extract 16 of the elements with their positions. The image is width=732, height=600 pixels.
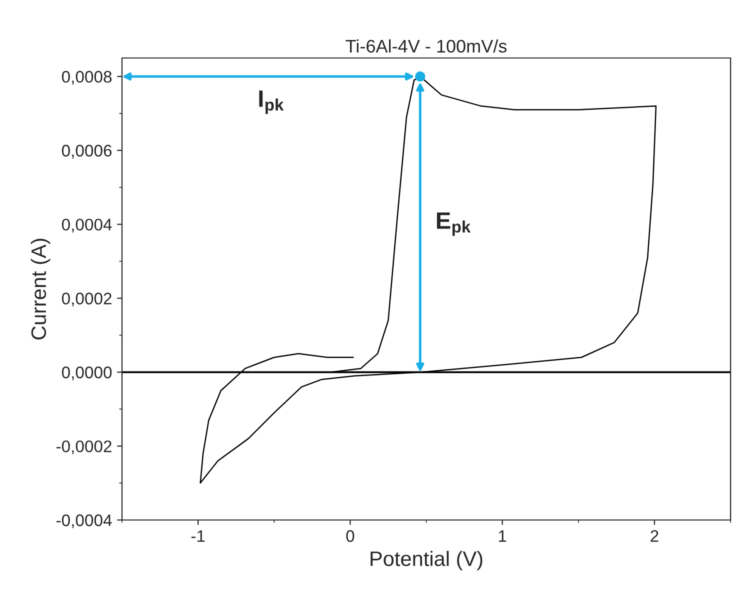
x-tick-label: 0	[346, 530, 354, 542]
y-axis-title: Current (A)	[30, 238, 50, 340]
x-axis-title: Potential (V)	[370, 550, 482, 570]
y-tick-label: 0,0006	[62, 144, 112, 159]
y-tick-label: 0,0002	[62, 292, 112, 306]
y-tick-label: 0,0000	[62, 366, 112, 380]
chart-title: Ti-6Al-4V - 100mV/s	[346, 39, 507, 53]
annotation: E$_{pk}$	[436, 212, 471, 236]
x-tick-label: 1	[498, 530, 506, 542]
x-tick-label: 2	[650, 530, 658, 542]
y-tick-label: 0,0004	[62, 218, 112, 232]
annotation: I$_{pk}$	[259, 90, 284, 114]
y-tick-label: 0,0008	[62, 70, 112, 85]
x-tick-label: -1	[191, 530, 205, 542]
y-tick-label: -0,0002	[56, 440, 112, 454]
y-tick-label: -0,0004	[56, 514, 112, 528]
